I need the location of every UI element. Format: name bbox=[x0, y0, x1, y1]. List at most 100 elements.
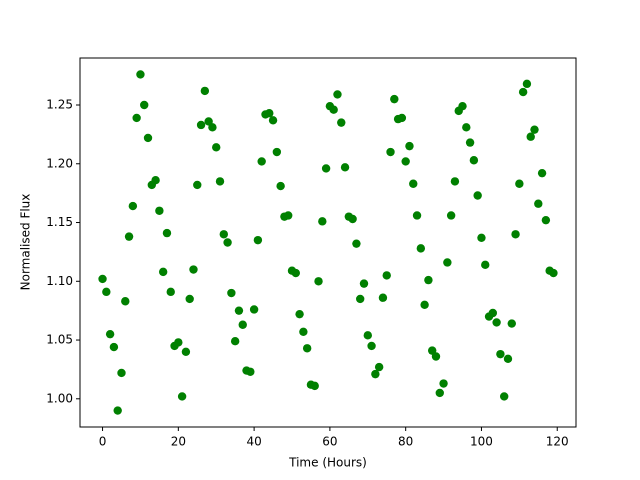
point bbox=[265, 109, 274, 118]
point bbox=[443, 258, 452, 267]
point bbox=[462, 123, 471, 132]
point bbox=[356, 294, 365, 304]
point bbox=[431, 352, 441, 361]
point bbox=[98, 274, 107, 284]
point bbox=[128, 201, 138, 211]
point bbox=[382, 271, 391, 280]
point bbox=[132, 113, 141, 123]
point bbox=[340, 163, 350, 172]
point bbox=[219, 230, 228, 239]
point bbox=[515, 179, 524, 188]
point bbox=[151, 176, 160, 185]
y-tick-label: 1.00 bbox=[46, 391, 73, 405]
point bbox=[534, 199, 543, 208]
point bbox=[378, 293, 388, 302]
point bbox=[518, 87, 528, 97]
point bbox=[416, 244, 426, 253]
point bbox=[348, 214, 357, 224]
point bbox=[401, 157, 410, 166]
point bbox=[193, 180, 202, 190]
point bbox=[374, 362, 384, 372]
point bbox=[299, 327, 308, 337]
x-tick-label: 20 bbox=[171, 435, 186, 449]
point bbox=[234, 306, 244, 315]
point bbox=[530, 125, 539, 134]
point bbox=[246, 367, 255, 376]
point bbox=[333, 90, 342, 99]
point bbox=[158, 267, 168, 277]
x-tick-label: 0 bbox=[99, 435, 107, 449]
point bbox=[420, 300, 429, 309]
point bbox=[109, 342, 119, 352]
plot-frame bbox=[79, 57, 577, 428]
y-tick-label: 1.10 bbox=[46, 274, 73, 288]
point bbox=[181, 347, 191, 356]
point bbox=[367, 341, 376, 351]
x-tick-label: 100 bbox=[470, 435, 493, 449]
point bbox=[215, 177, 225, 186]
point bbox=[102, 287, 111, 297]
y-tick-label: 1.20 bbox=[46, 156, 73, 170]
point bbox=[166, 287, 175, 297]
point bbox=[541, 215, 551, 225]
point bbox=[253, 235, 263, 245]
point bbox=[397, 113, 407, 123]
x-axis-label: Time (Hours) bbox=[288, 456, 367, 470]
point bbox=[185, 294, 194, 304]
point bbox=[310, 381, 319, 391]
x-tick-label: 40 bbox=[246, 435, 261, 449]
point bbox=[473, 191, 482, 200]
point bbox=[318, 217, 327, 226]
point bbox=[124, 232, 134, 241]
point bbox=[140, 100, 149, 110]
point bbox=[227, 288, 236, 298]
point bbox=[337, 118, 346, 127]
point bbox=[477, 233, 486, 242]
point bbox=[321, 164, 331, 173]
y-tick-label: 1.15 bbox=[46, 215, 73, 229]
point bbox=[249, 305, 259, 314]
point bbox=[522, 79, 532, 89]
point bbox=[257, 157, 266, 166]
point bbox=[465, 138, 475, 147]
point bbox=[363, 331, 372, 340]
y-tick-label: 1.25 bbox=[46, 98, 73, 112]
point bbox=[329, 105, 338, 114]
point bbox=[174, 338, 183, 347]
point bbox=[537, 168, 547, 178]
point bbox=[212, 143, 221, 152]
y-tick-label: 1.05 bbox=[46, 333, 73, 347]
point bbox=[268, 116, 278, 125]
point bbox=[208, 123, 217, 132]
point bbox=[446, 211, 456, 220]
point bbox=[511, 230, 520, 239]
point bbox=[200, 86, 210, 96]
x-tick-label: 80 bbox=[398, 435, 413, 449]
point bbox=[496, 349, 505, 359]
point bbox=[230, 337, 240, 346]
point bbox=[272, 147, 282, 157]
point bbox=[189, 265, 198, 274]
point bbox=[405, 141, 414, 151]
point bbox=[284, 211, 293, 220]
point bbox=[488, 308, 498, 318]
point bbox=[352, 239, 361, 248]
point bbox=[499, 392, 509, 401]
x-tick-label: 60 bbox=[322, 435, 337, 449]
point bbox=[155, 206, 164, 215]
point bbox=[503, 354, 513, 364]
point bbox=[117, 368, 126, 378]
point bbox=[469, 156, 479, 165]
point bbox=[492, 318, 501, 327]
x-tick-label: 120 bbox=[546, 435, 569, 449]
point bbox=[412, 211, 422, 220]
point bbox=[121, 297, 130, 306]
point bbox=[435, 388, 444, 398]
point bbox=[196, 120, 206, 130]
point bbox=[424, 275, 433, 285]
point bbox=[136, 70, 145, 79]
point bbox=[113, 406, 122, 415]
point bbox=[507, 319, 516, 328]
point bbox=[314, 277, 323, 286]
